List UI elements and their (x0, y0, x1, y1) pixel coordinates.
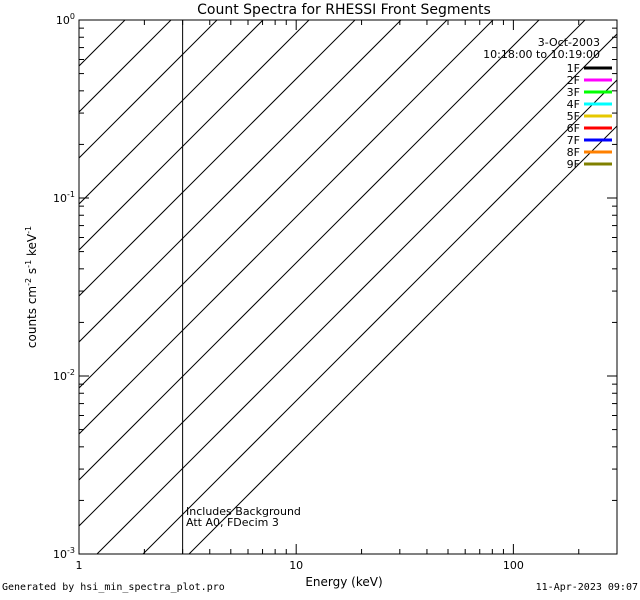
legend-label-2F: 2F (567, 74, 580, 87)
attenuator-note: Att A0, FDecim 3 (186, 516, 279, 529)
hatch-line (79, 20, 218, 159)
footer-generator: Generated by hsi_min_spectra_plot.pro (2, 582, 225, 593)
legend-label-8F: 8F (567, 146, 580, 159)
background-note: Includes Background (186, 505, 301, 518)
hatch-line (96, 33, 617, 554)
y-axis-label: counts cm-2 s-1 keV-1 (24, 226, 39, 348)
hatch-line (79, 20, 586, 527)
hatch-line (188, 125, 617, 554)
hatch-line (79, 20, 356, 297)
time-range-label: 10:18:00 to 10:19:00 (483, 48, 600, 61)
legend-label-6F: 6F (567, 122, 580, 135)
hatch-line (79, 20, 494, 435)
legend-label-9F: 9F (567, 158, 580, 171)
hatch-line (79, 20, 80, 21)
footer-timestamp: 11-Apr-2023 09:07 (535, 582, 638, 593)
plot-frame (78, 19, 618, 555)
y-tick-label: 10-1 (53, 190, 75, 205)
hatch-line (79, 20, 448, 389)
legend-label-1F: 1F (567, 62, 580, 75)
hatch-line (79, 20, 126, 67)
y-tick-label: 100 (56, 12, 75, 27)
x-tick-label: 100 (503, 559, 524, 572)
chart-title: Count Spectra for RHESSI Front Segments (197, 2, 491, 18)
hatch-line (79, 20, 310, 251)
legend-label-5F: 5F (567, 110, 580, 123)
x-axis-label: Energy (keV) (305, 575, 382, 589)
hatch-line (79, 20, 172, 113)
legend-label-3F: 3F (567, 86, 580, 99)
y-tick-label: 10-2 (53, 368, 75, 383)
hatch-line (79, 20, 402, 343)
legend-label-4F: 4F (567, 98, 580, 111)
y-tick-label: 10-3 (53, 546, 75, 561)
x-tick-label: 1 (76, 559, 83, 572)
x-tick-label: 10 (289, 559, 303, 572)
hatch-line (142, 79, 617, 554)
hatch-line (79, 20, 540, 481)
legend-label-7F: 7F (567, 134, 580, 147)
date-label: 3-Oct-2003 (538, 36, 600, 49)
attenuator-hatch-region (79, 20, 617, 554)
hatch-line (79, 20, 264, 205)
